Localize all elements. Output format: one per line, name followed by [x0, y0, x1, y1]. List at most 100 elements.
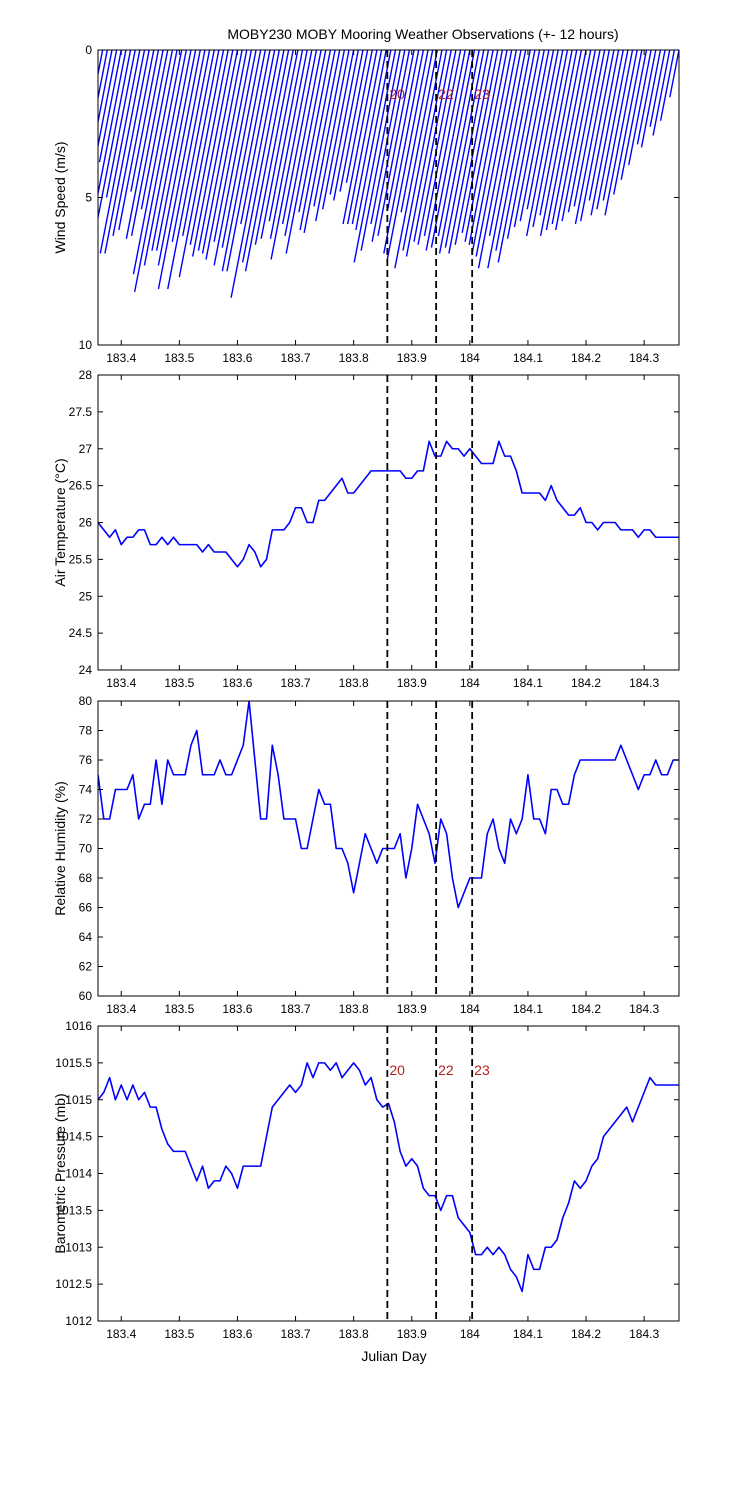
- y-tick-label: 1012.5: [55, 1277, 92, 1291]
- y-tick-label: 1012: [65, 1314, 92, 1328]
- x-tick-label: 184.3: [629, 676, 659, 690]
- y-tick-label: 62: [79, 960, 93, 974]
- wind-vector: [132, 50, 178, 275]
- wind-vector: [140, 50, 174, 210]
- wind-vector: [221, 50, 267, 272]
- event-marker-label: 23: [474, 1062, 490, 1078]
- wind-vector: [448, 50, 490, 254]
- y-tick-label: 1014.5: [55, 1130, 92, 1144]
- x-tick-label: 183.5: [164, 1002, 194, 1016]
- wind-vector: [143, 50, 187, 266]
- wind-vector: [191, 50, 234, 257]
- y-tick-label: 10: [79, 338, 93, 352]
- wind-vector: [400, 50, 434, 213]
- x-tick-label: 183.6: [222, 1327, 252, 1341]
- wind-vector: [321, 50, 355, 210]
- wind-vector: [104, 50, 146, 254]
- wind-vector: [574, 50, 610, 225]
- wind-vector: [590, 50, 624, 216]
- wind-vector: [281, 50, 318, 225]
- x-tick-label: 183.8: [339, 1002, 369, 1016]
- event-marker-label: 20: [389, 1062, 405, 1078]
- wind-vector: [495, 50, 536, 251]
- wind-vector: [519, 50, 555, 222]
- wind-vector: [423, 50, 462, 236]
- wind-vector: [351, 50, 387, 225]
- wind-vector: [269, 50, 308, 239]
- wind-vector: [284, 50, 322, 236]
- wind-vector: [298, 50, 332, 213]
- x-tick-label: 183.9: [397, 676, 427, 690]
- wind-vector: [189, 50, 229, 245]
- wind-vector: [355, 50, 392, 231]
- x-tick-label: 183.5: [164, 1327, 194, 1341]
- x-tick-label: 183.5: [164, 351, 194, 365]
- wind-vector: [221, 50, 262, 248]
- panel-relative_humidity: 183.4 183.5 183.6 183.7 183.8 183.9 184 184.1 18…: [52, 694, 680, 1016]
- wind-vector: [342, 50, 378, 225]
- wind-vector: [377, 50, 415, 236]
- panel-wind: 183.4 183.5 183.6 183.7 183.8 183.9 184 184.1 18…: [52, 43, 680, 365]
- wind-vector: [339, 50, 369, 192]
- y-axis-label: Barometric Pressure (mb): [52, 1093, 68, 1253]
- x-tick-label: 184.1: [513, 1327, 543, 1341]
- wind-vector: [98, 50, 99, 54]
- wind-vector: [133, 50, 183, 293]
- wind-vector: [551, 50, 587, 225]
- wind-vector: [659, 50, 676, 121]
- wind-vector: [213, 50, 253, 242]
- y-tick-label: 27.5: [69, 405, 93, 419]
- x-tick-label: 184.2: [571, 1327, 601, 1341]
- wind-vector: [112, 50, 150, 236]
- wind-vector: [636, 50, 657, 145]
- wind-vector: [360, 50, 401, 251]
- wind-vector: [178, 50, 225, 278]
- y-tick-label: 68: [79, 871, 93, 885]
- y-tick-label: 24.5: [69, 626, 93, 640]
- wind-vector: [254, 50, 294, 245]
- wind-vector: [98, 50, 108, 102]
- x-tick-label: 183.8: [339, 351, 369, 365]
- wind-vector: [98, 50, 113, 126]
- wind-vector: [371, 50, 411, 242]
- wind-vector: [613, 50, 643, 195]
- y-tick-label: 64: [79, 930, 93, 944]
- wind-vector: [545, 50, 583, 231]
- y-axis-label: Wind Speed (m/s): [52, 141, 68, 253]
- wind-vector: [579, 50, 615, 222]
- wind-vector: [430, 50, 471, 248]
- wind-vector: [151, 50, 192, 251]
- wind-vector: [652, 50, 671, 136]
- wind-vector: [475, 50, 518, 257]
- y-tick-label: 0: [85, 43, 92, 57]
- x-tick-label: 184: [460, 351, 480, 365]
- x-tick-label: 184.1: [513, 351, 543, 365]
- y-tick-label: 80: [79, 694, 93, 708]
- y-tick-label: 26: [79, 516, 93, 530]
- wind-vector: [405, 50, 448, 257]
- y-tick-label: 1016: [65, 1019, 92, 1033]
- wind-vector: [130, 50, 169, 236]
- x-tick-label: 183.8: [339, 676, 369, 690]
- wind-vector: [98, 50, 118, 150]
- wind-vector: [468, 50, 508, 245]
- y-tick-label: 25.5: [69, 552, 93, 566]
- x-tick-label: 183.7: [281, 676, 311, 690]
- x-tick-label: 183.6: [222, 1002, 252, 1016]
- wind-vector: [487, 50, 531, 269]
- x-tick-label: 183.4: [106, 351, 136, 365]
- x-tick-label: 183.9: [397, 351, 427, 365]
- x-tick-label: 183.7: [281, 1327, 311, 1341]
- wind-vector: [513, 50, 550, 228]
- y-tick-label: 66: [79, 901, 93, 915]
- event-marker-label: 20: [389, 86, 405, 102]
- wind-vector: [506, 50, 545, 239]
- wind-vector: [270, 50, 313, 260]
- panel-air_temperature: 183.4 183.5 183.6 183.7 183.8 183.9 184 184.1 18…: [52, 368, 680, 690]
- y-tick-label: 1013.5: [55, 1203, 92, 1217]
- panel-barometric_pressure: 183.4 183.5 183.6 183.7 183.8 183.9 184 184.1 18…: [52, 1019, 680, 1341]
- y-tick-label: 1015.5: [55, 1056, 92, 1070]
- wind-vector: [640, 50, 662, 148]
- wind-vector: [497, 50, 541, 263]
